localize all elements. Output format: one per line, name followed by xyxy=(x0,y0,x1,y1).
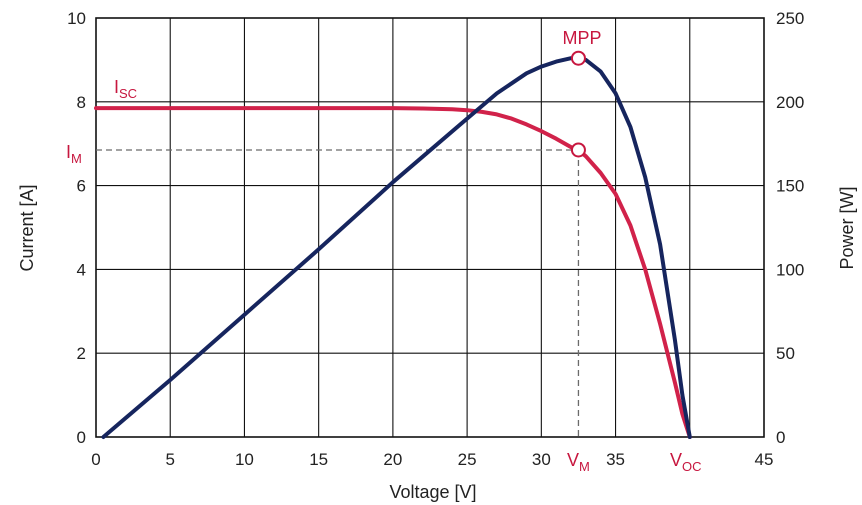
x-tick-labels: 0 5 10 15 20 25 30 35 45 xyxy=(91,450,773,469)
x-tick-label: 0 xyxy=(91,450,100,469)
voc-label: VOC xyxy=(670,450,702,474)
mpp-current-marker xyxy=(570,142,586,158)
voc-label-sub: OC xyxy=(682,459,702,474)
y-left-tick-label: 8 xyxy=(77,93,86,112)
vm-label: VM xyxy=(567,450,590,474)
y-right-tick-label: 200 xyxy=(776,93,804,112)
x-axis-title: Voltage [V] xyxy=(389,482,476,502)
grid-lines xyxy=(96,18,764,437)
y-right-tick-label: 150 xyxy=(776,177,804,196)
x-tick-label: 5 xyxy=(165,450,174,469)
im-label-sub: M xyxy=(71,151,82,166)
y-left-tick-label: 10 xyxy=(67,9,86,28)
y-right-axis-title: Power [W] xyxy=(837,186,857,269)
y-right-tick-label: 250 xyxy=(776,9,804,28)
mpp-power-marker xyxy=(570,50,586,66)
im-label: IM xyxy=(66,142,82,166)
plot-frame xyxy=(95,17,765,438)
y-left-tick-label: 2 xyxy=(77,344,86,363)
isc-label: ISC xyxy=(114,77,137,101)
isc-label-main: I xyxy=(114,77,119,97)
y-right-tick-label: 100 xyxy=(776,260,804,279)
x-tick-label: 10 xyxy=(235,450,254,469)
y-left-tick-label: 0 xyxy=(77,428,86,447)
x-tick-label: 35 xyxy=(606,450,625,469)
voc-label-main: V xyxy=(670,450,682,470)
vm-label-main: V xyxy=(567,450,579,470)
x-tick-label: 25 xyxy=(458,450,477,469)
power-curve xyxy=(101,56,692,439)
y-right-tick-labels: 0 50 100 150 200 250 xyxy=(776,9,804,447)
y-left-tick-labels: 0 2 4 6 8 10 xyxy=(67,9,86,447)
vm-label-sub: M xyxy=(579,459,590,474)
isc-label-sub: SC xyxy=(119,86,137,101)
current-curve xyxy=(94,106,692,439)
mpp-label: MPP xyxy=(562,28,601,48)
y-right-tick-label: 50 xyxy=(776,344,795,363)
markers xyxy=(570,50,586,158)
x-tick-label: 15 xyxy=(309,450,328,469)
y-left-tick-label: 4 xyxy=(77,260,86,279)
y-left-axis-title: Current [A] xyxy=(17,184,37,271)
x-tick-label: 20 xyxy=(383,450,402,469)
im-label-main: I xyxy=(66,142,71,162)
x-tick-label: 30 xyxy=(532,450,551,469)
x-tick-label: 45 xyxy=(755,450,774,469)
y-right-tick-label: 0 xyxy=(776,428,785,447)
mpp-guide-lines xyxy=(96,149,580,437)
y-left-tick-label: 6 xyxy=(77,177,86,196)
